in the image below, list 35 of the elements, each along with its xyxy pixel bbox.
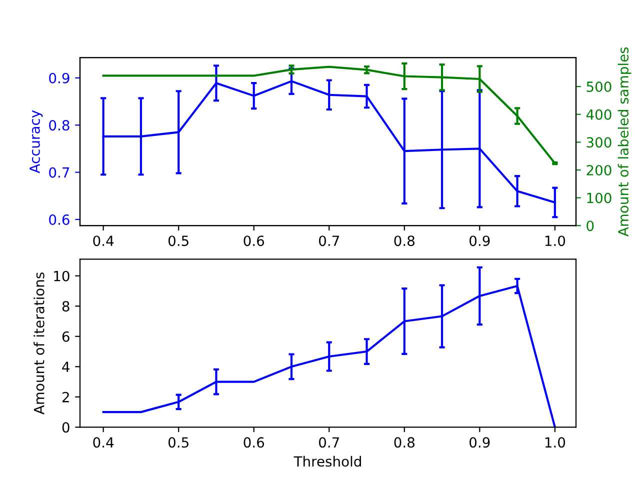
x-tick-label: 0.9 xyxy=(470,236,490,246)
x-tick-label: 1.0 xyxy=(545,236,566,246)
x-tick-label: 0.8 xyxy=(394,437,414,448)
y2-tick-label: 400 xyxy=(586,109,612,120)
x-tick-label: 0.5 xyxy=(168,236,188,246)
y-tick-label: 0.9 xyxy=(49,72,70,84)
y-tick-label: 0.7 xyxy=(49,167,70,178)
y-tick-label: 0 xyxy=(62,422,70,433)
y-tick-label: 4 xyxy=(62,362,70,372)
y-tick-label: 2 xyxy=(62,392,69,402)
x-tick-label: 0.9 xyxy=(470,437,490,448)
x-tick-label: 0.8 xyxy=(394,236,414,246)
x-tick-label: 0.4 xyxy=(93,437,114,448)
y2-tick-label: 300 xyxy=(586,137,612,148)
x-tick-label: 0.7 xyxy=(319,236,339,246)
x-tick-label: 1.0 xyxy=(545,437,566,448)
y-tick-label: 0.8 xyxy=(49,120,70,131)
x-tick-label: 0.5 xyxy=(168,437,188,448)
y2-axis-title: Amount of labeled samples xyxy=(618,47,632,236)
x-axis-title: Threshold xyxy=(294,456,361,467)
y-tick-label: 0.6 xyxy=(49,214,70,225)
x-tick-label: 0.6 xyxy=(244,437,264,448)
y-tick-label: 8 xyxy=(62,301,70,312)
x-tick-label: 0.7 xyxy=(319,437,339,448)
y2-tick-label: 0 xyxy=(586,220,594,232)
y2-tick-label: 100 xyxy=(587,192,612,204)
y2-tick-label: 500 xyxy=(586,81,612,92)
y-tick-label: 10 xyxy=(54,270,70,282)
y-axis-title: Amount of iterations xyxy=(34,272,44,414)
line-series xyxy=(102,66,556,164)
y-tick-label: 6 xyxy=(62,331,70,342)
x-tick-label: 0.4 xyxy=(93,236,114,246)
x-tick-label: 0.6 xyxy=(244,236,264,246)
y2-tick-label: 200 xyxy=(586,164,612,176)
y-axis-title: Accuracy xyxy=(30,110,43,174)
